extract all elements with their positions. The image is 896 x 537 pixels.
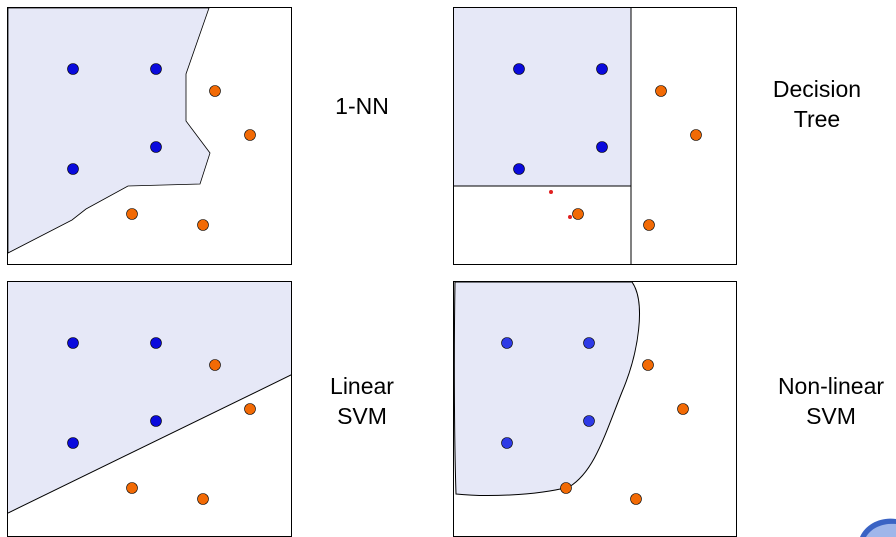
class-b-point bbox=[244, 403, 256, 415]
class-a-point bbox=[150, 415, 162, 427]
class-b-point bbox=[630, 493, 642, 505]
class-a-point bbox=[583, 337, 595, 349]
class-a-point bbox=[513, 63, 525, 75]
class-a-point bbox=[513, 163, 525, 175]
class-b-point bbox=[690, 129, 702, 141]
class-b-point bbox=[572, 208, 584, 220]
class-b-point bbox=[655, 85, 667, 97]
decision-region bbox=[8, 282, 291, 513]
class-a-point bbox=[150, 337, 162, 349]
class-b-point bbox=[126, 208, 138, 220]
label-nonlinear-svm: Non-linear SVM bbox=[766, 371, 896, 431]
label-linear-svm: Linear SVM bbox=[312, 371, 412, 431]
class-a-point bbox=[596, 63, 608, 75]
plot-linear-svm bbox=[8, 282, 291, 514]
label-decision-tree: Decision Tree bbox=[757, 74, 877, 134]
class-b-point bbox=[209, 85, 221, 97]
panel-nonlinear-svm bbox=[453, 281, 737, 537]
class-b-point bbox=[677, 403, 689, 415]
class-b-point bbox=[209, 359, 221, 371]
class-a-point bbox=[67, 437, 79, 449]
class-a-point bbox=[501, 337, 513, 349]
plot-1nn bbox=[8, 8, 256, 254]
label-line: 1-NN bbox=[335, 93, 389, 119]
class-a-point bbox=[67, 63, 79, 75]
class-b-point bbox=[643, 219, 655, 231]
class-a-point bbox=[150, 141, 162, 153]
decision-region bbox=[454, 282, 640, 496]
label-line: SVM bbox=[337, 403, 387, 429]
class-b-point bbox=[560, 482, 572, 494]
decision-boundary bbox=[8, 374, 291, 514]
extra-point bbox=[568, 215, 572, 219]
class-b-point bbox=[197, 219, 209, 231]
class-a-point bbox=[501, 437, 513, 449]
corner-decoration bbox=[860, 518, 896, 537]
decision-region bbox=[454, 8, 631, 186]
extra-point bbox=[549, 190, 553, 194]
decision-region bbox=[8, 8, 211, 254]
class-b-point bbox=[126, 482, 138, 494]
plot-decision-tree bbox=[454, 8, 702, 264]
label-line: Tree bbox=[793, 106, 841, 132]
class-a-point bbox=[67, 163, 79, 175]
class-a-point bbox=[596, 141, 608, 153]
plot-nonlinear-svm bbox=[454, 282, 689, 505]
class-a-point bbox=[150, 63, 162, 75]
panel-1nn bbox=[7, 7, 292, 265]
label-line: Linear bbox=[330, 373, 394, 399]
panel-decision-tree bbox=[453, 7, 737, 265]
class-b-point bbox=[642, 359, 654, 371]
label-line: Decision bbox=[772, 76, 862, 102]
class-b-point bbox=[197, 493, 209, 505]
class-b-point bbox=[244, 129, 256, 141]
label-line: Non-linear bbox=[777, 373, 885, 399]
class-a-point bbox=[67, 337, 79, 349]
class-a-point bbox=[583, 415, 595, 427]
label-line: SVM bbox=[806, 403, 856, 429]
panel-linear-svm bbox=[7, 281, 292, 537]
label-1nn: 1-NN bbox=[312, 91, 412, 121]
